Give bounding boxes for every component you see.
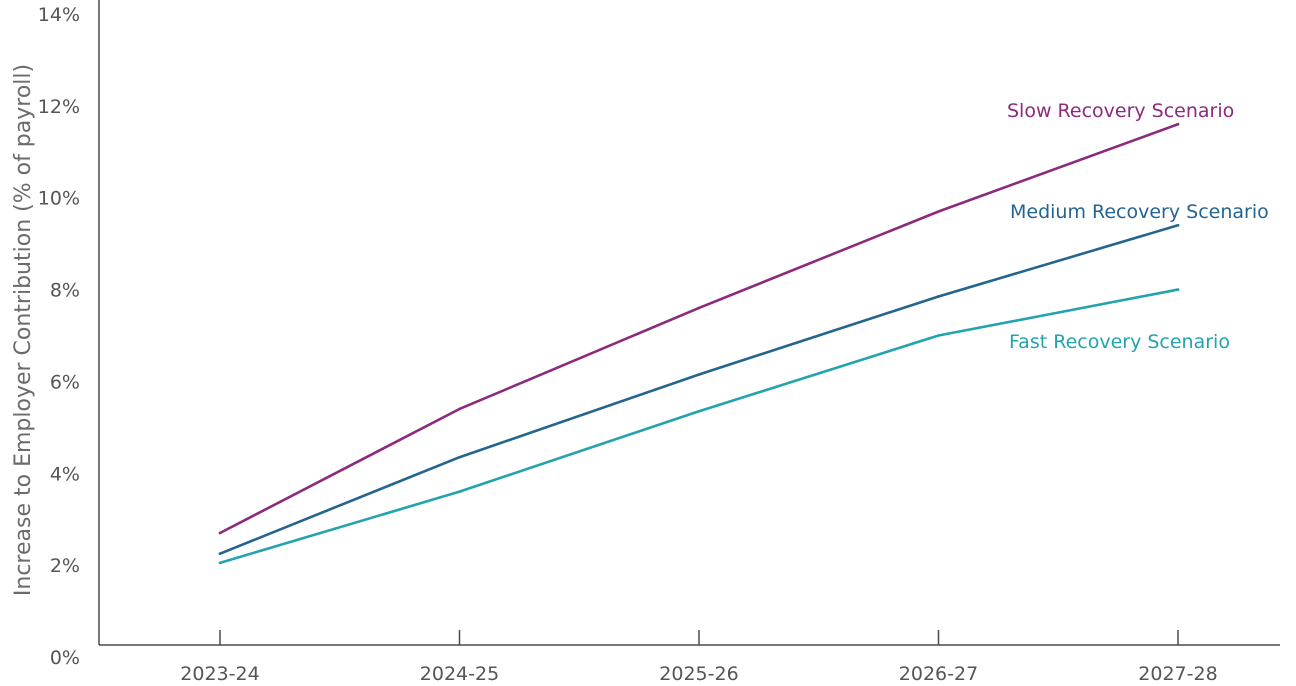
series-line xyxy=(218,223,1180,555)
y-tick-label: 6% xyxy=(50,371,80,393)
x-tick-label: 2024-25 xyxy=(420,663,499,685)
series-lines xyxy=(218,122,1180,565)
data-point xyxy=(697,373,701,376)
data-point xyxy=(1176,288,1180,291)
data-point xyxy=(1176,223,1180,227)
x-tick-marks: 2023-24 2024-25 2025-26 2026-27 2027-28 xyxy=(180,630,1218,685)
data-point xyxy=(458,455,461,459)
y-axis-title: Increase to Employer Contribution (% of … xyxy=(11,64,36,596)
data-point xyxy=(218,552,222,555)
data-point xyxy=(218,531,222,535)
y-tick-label: 4% xyxy=(50,463,80,485)
x-tick-label: 2026-27 xyxy=(899,663,978,685)
y-tick-label: 12% xyxy=(38,96,80,118)
y-tick-label: 10% xyxy=(38,188,80,210)
data-point xyxy=(1176,122,1180,126)
data-point xyxy=(937,210,940,213)
y-tick-label: 2% xyxy=(50,555,80,577)
series-label: Slow Recovery Scenario xyxy=(1007,100,1234,122)
y-tick-labels: 0% 2% 4% 6% 8% 10% 12% 14% xyxy=(38,4,80,669)
series-label: Fast Recovery Scenario xyxy=(1009,331,1230,353)
data-point xyxy=(697,409,701,413)
series-labels: Slow Recovery Scenario Medium Recovery Sc… xyxy=(1007,100,1269,353)
data-point xyxy=(218,561,222,565)
data-point xyxy=(458,490,461,493)
y-tick-label: 0% xyxy=(50,647,80,669)
data-point xyxy=(937,295,940,298)
x-tick-label: 2027-28 xyxy=(1138,663,1217,685)
data-point xyxy=(937,334,940,337)
data-point xyxy=(458,407,461,411)
x-tick-label: 2025-26 xyxy=(659,663,738,685)
data-point xyxy=(697,306,701,310)
y-tick-label: 8% xyxy=(50,280,80,302)
series-label: Medium Recovery Scenario xyxy=(1010,201,1269,223)
chart-axes xyxy=(98,0,1280,646)
y-tick-label: 14% xyxy=(38,4,80,26)
series-line xyxy=(218,122,1180,535)
x-tick-label: 2023-24 xyxy=(180,663,259,685)
